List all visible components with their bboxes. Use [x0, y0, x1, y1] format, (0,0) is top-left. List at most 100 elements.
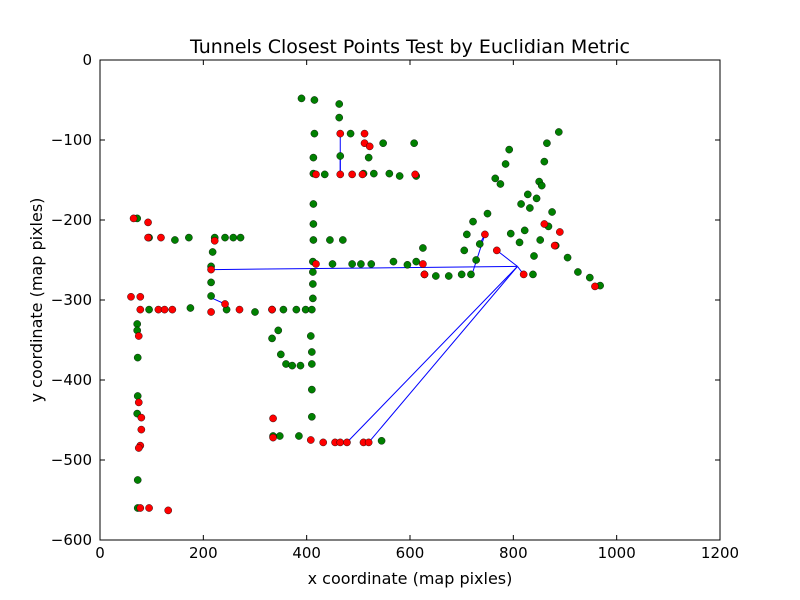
green-point [529, 270, 537, 279]
red-point [336, 170, 345, 179]
green-point [288, 361, 297, 370]
green-point [475, 240, 484, 248]
green-point [460, 246, 469, 255]
green-point [308, 305, 316, 314]
green-point [377, 436, 386, 445]
green-point [309, 220, 318, 228]
green-point [530, 252, 538, 260]
y-tick-label: −200 [51, 211, 92, 229]
green-point [517, 200, 525, 208]
connection-line [346, 266, 518, 443]
green-point [364, 153, 373, 162]
green-point [339, 236, 347, 244]
y-tick-label: −600 [51, 531, 92, 549]
green-point [367, 260, 376, 268]
green-point [467, 270, 475, 279]
green-point [563, 253, 572, 262]
green-point [548, 208, 556, 216]
green-point [295, 432, 303, 440]
green-point [277, 350, 285, 359]
red-point [481, 230, 489, 239]
red-point [492, 246, 501, 255]
green-point [555, 128, 563, 136]
green-point [308, 360, 316, 368]
red-point [306, 436, 315, 444]
green-point [251, 308, 259, 316]
red-point [556, 228, 564, 236]
green-point [326, 236, 334, 244]
green-point [275, 432, 284, 440]
green-point [328, 260, 337, 268]
green-point [483, 209, 492, 218]
green-point [389, 257, 398, 266]
red-point [319, 438, 328, 447]
green-point [385, 169, 394, 178]
red-point [127, 292, 135, 301]
y-tick-label: 0 [82, 51, 92, 69]
x-tick-label: 0 [95, 544, 105, 562]
red-point [207, 308, 215, 316]
y-tick-label: −300 [51, 291, 92, 309]
green-point [444, 272, 453, 280]
green-point [540, 157, 549, 166]
red-point [348, 170, 356, 179]
red-point [591, 282, 599, 291]
red-point [358, 170, 367, 179]
green-point [309, 294, 317, 303]
connection-line [496, 250, 518, 267]
green-point [320, 170, 329, 179]
green-point [526, 204, 534, 212]
green-point [496, 180, 505, 188]
green-point [472, 256, 480, 264]
green-point [370, 169, 378, 178]
red-point [168, 305, 177, 314]
green-point [221, 233, 229, 242]
chart-title: Tunnels Closest Points Test by Euclidian… [189, 36, 630, 58]
x-tick-label: 800 [499, 544, 528, 562]
green-point [236, 233, 245, 242]
y-axis-title: y coordinate (map pixles) [27, 198, 46, 403]
y-tick-label: −400 [51, 371, 92, 389]
green-point [505, 145, 514, 154]
green-point [133, 353, 142, 362]
green-point [412, 257, 421, 266]
green-point [145, 305, 153, 314]
green-point [309, 268, 317, 276]
green-point [491, 174, 500, 183]
green-point [501, 160, 510, 168]
y-tick-label: −500 [51, 451, 92, 469]
green-point [309, 280, 317, 288]
green-point [171, 236, 179, 244]
green-point [308, 412, 316, 421]
red-point [364, 438, 373, 447]
green-point [133, 476, 142, 484]
green-point [335, 100, 344, 108]
red-point [411, 170, 419, 179]
green-point [133, 320, 141, 328]
green-point [346, 129, 355, 138]
red-point [312, 260, 320, 268]
connection-line [212, 265, 518, 271]
green-point [297, 94, 306, 103]
green-point [309, 200, 318, 208]
red-point [144, 218, 152, 227]
green-point [432, 272, 440, 280]
connection-line [368, 266, 518, 443]
red-point [268, 305, 276, 314]
red-point [540, 220, 549, 228]
red-point [235, 305, 244, 314]
red-point [360, 129, 369, 138]
red-point [420, 270, 429, 279]
connection-line [471, 234, 486, 275]
green-point [574, 268, 582, 276]
red-point [336, 129, 345, 138]
red-point [336, 438, 345, 447]
green-point [506, 229, 515, 238]
red-point [210, 236, 219, 245]
green-point [309, 153, 318, 162]
green-point [308, 348, 316, 356]
red-point [365, 142, 374, 151]
green-point [543, 139, 551, 147]
green-point [469, 217, 477, 226]
